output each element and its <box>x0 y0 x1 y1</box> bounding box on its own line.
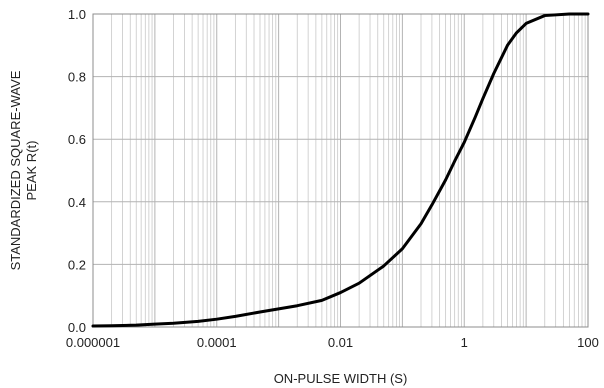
y-tick-label: 1.0 <box>68 7 86 22</box>
y-tick-label: 0.4 <box>68 195 86 210</box>
x-tick-label: 100 <box>577 335 599 350</box>
x-tick-label: 1 <box>461 335 468 350</box>
y-tick-label: 0.2 <box>68 257 86 272</box>
x-tick-label: 0.000001 <box>66 335 120 350</box>
series-line <box>91 12 590 328</box>
series-layer <box>91 12 590 328</box>
plot-area-border <box>92 13 589 328</box>
y-tick-label: 0.8 <box>68 70 86 85</box>
x-tick-labels: 0.000001 0.0001 0.01 1 100 <box>66 335 599 350</box>
y-tick-label: 0.0 <box>68 320 86 335</box>
y-tick-label: 0.6 <box>68 132 86 147</box>
y-axis-title-line-1: STANDARDIZED SQUARE-WAVE <box>8 70 23 270</box>
x-tick-label: 0.0001 <box>197 335 237 350</box>
y-tick-labels: 0.0 0.2 0.4 0.6 0.8 1.0 <box>68 7 86 335</box>
y-axis-title-line-2: PEAK R(t) <box>24 141 39 201</box>
x-axis-title: ON-PULSE WIDTH (S) <box>274 371 408 386</box>
x-tick-label: 0.01 <box>328 335 353 350</box>
grid <box>92 13 589 328</box>
